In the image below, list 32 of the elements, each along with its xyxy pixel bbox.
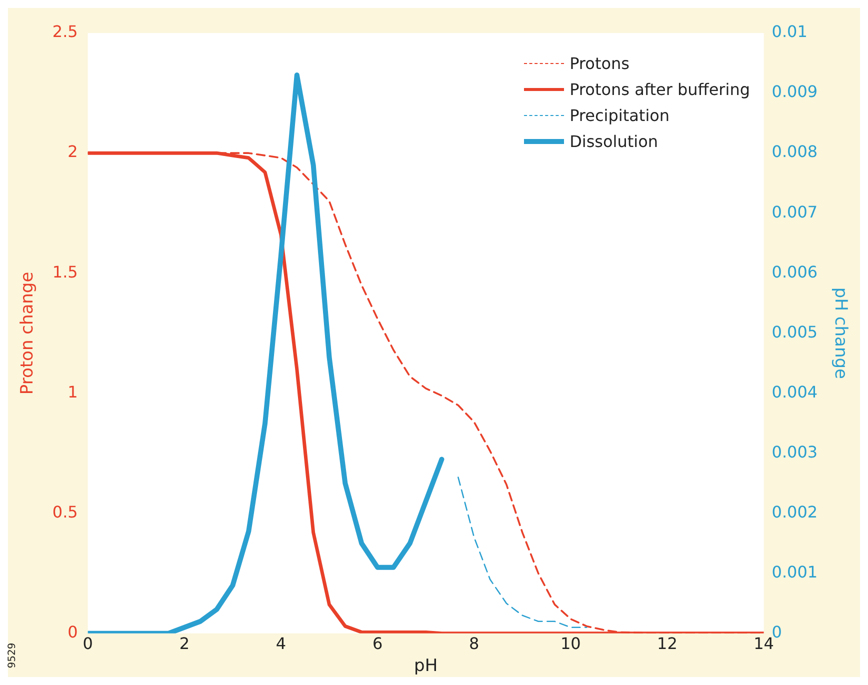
y2-tick-label: 0.006 [772, 262, 818, 282]
y2-tick-label: 0.01 [772, 22, 808, 42]
x-tick-label: 0 [82, 634, 93, 654]
legend-label: Dissolution [570, 132, 658, 150]
x-tick-label: 4 [276, 634, 286, 654]
y-tick-label: 0.5 [52, 502, 78, 522]
legend-label: Protons [570, 54, 630, 72]
y-tick-label: 2.5 [52, 22, 78, 42]
y2-tick-label: 0.007 [772, 202, 818, 222]
x-tick-label: 12 [657, 634, 678, 654]
x-axis-title: pH [414, 656, 438, 676]
y2-tick-label: 0.009 [772, 82, 818, 102]
x-tick-label: 6 [372, 634, 383, 654]
y2-tick-label: 0.005 [772, 322, 818, 342]
x-tick-label: 8 [469, 634, 480, 654]
y2-axis-title: pH change [830, 287, 850, 379]
legend-label: Precipitation [570, 106, 670, 124]
y2-tick-label: 0.004 [772, 382, 818, 402]
text: 9529 [7, 642, 18, 668]
y2-tick-label: 0.001 [772, 562, 818, 582]
line-series [458, 476, 588, 628]
x-tick-label: 14 [754, 634, 774, 654]
y-tick-label: 1.5 [52, 262, 78, 282]
y2-tick-label: 0.002 [772, 502, 818, 522]
y-axis-title: Proton change [18, 272, 38, 395]
y2-tick-label: 0.008 [772, 142, 818, 162]
x-tick-label: 10 [560, 634, 581, 654]
y2-tick-label: 0.003 [772, 442, 818, 462]
y-tick-label: 2 [68, 142, 78, 162]
legend-label: Protons after buffering [570, 80, 750, 98]
x-tick-label: 2 [179, 634, 190, 654]
y-tick-label: 1 [68, 382, 78, 402]
